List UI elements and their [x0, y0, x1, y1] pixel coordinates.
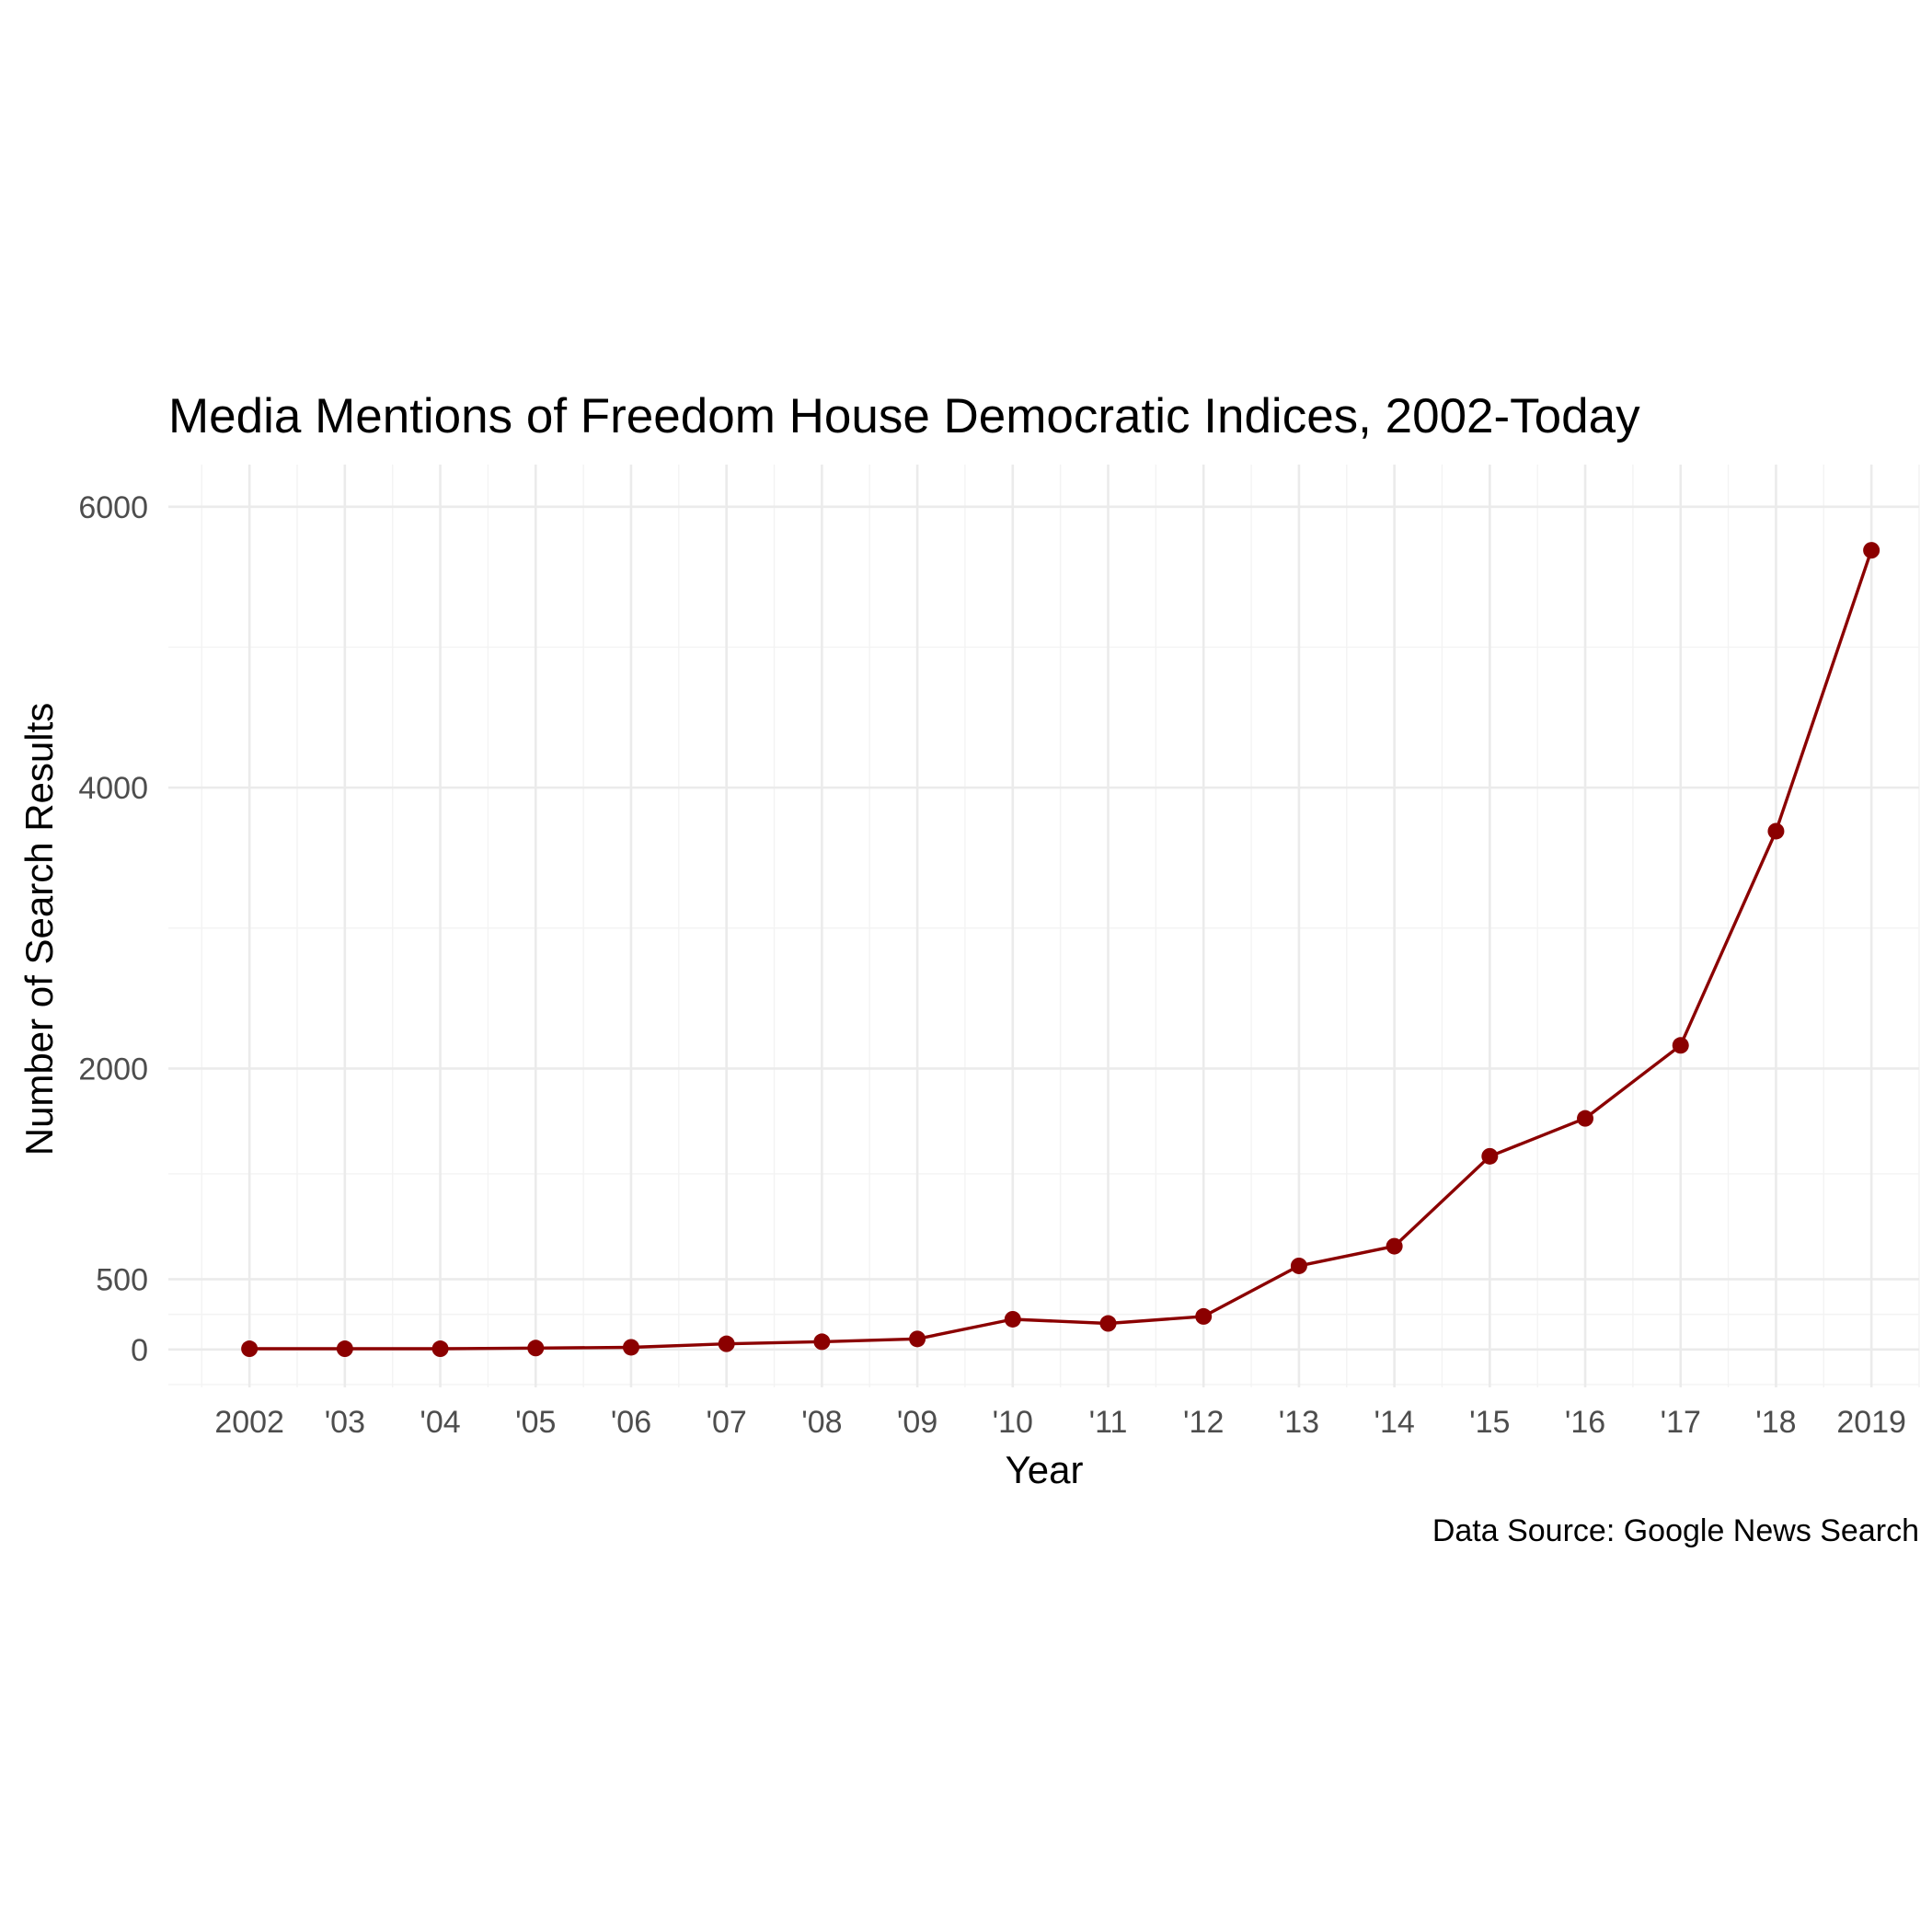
x-tick-label: 2002 [214, 1405, 284, 1440]
x-tick-label: '08 [801, 1405, 842, 1440]
y-tick-label: 0 [131, 1333, 148, 1368]
x-tick-label: '05 [515, 1405, 556, 1440]
data-point [1004, 1310, 1021, 1328]
minor-gridlines [168, 465, 1920, 1387]
data-point [909, 1330, 926, 1348]
x-tick-label: '09 [897, 1405, 937, 1440]
data-point [1672, 1037, 1689, 1054]
data-point [1290, 1257, 1307, 1274]
y-tick-label: 2000 [78, 1052, 148, 1087]
series-points-group [241, 542, 1880, 1358]
x-tick-label: 2019 [1836, 1405, 1906, 1440]
data-point [241, 1340, 259, 1358]
x-tick-label: '03 [325, 1405, 365, 1440]
x-tick-label: '17 [1661, 1405, 1701, 1440]
data-point [1481, 1147, 1499, 1165]
data-point [527, 1340, 545, 1357]
x-tick-label: '15 [1469, 1405, 1510, 1440]
x-tick-label: '14 [1374, 1405, 1414, 1440]
data-point [622, 1339, 639, 1356]
data-point [1099, 1315, 1117, 1332]
x-tick-label: '06 [611, 1405, 651, 1440]
data-point [718, 1335, 735, 1352]
x-tick-label: '12 [1183, 1405, 1224, 1440]
major-gridlines [168, 465, 1919, 1387]
data-source-caption: Data Source: Google News Search [1432, 1513, 1919, 1548]
y-tick-label: 500 [96, 1262, 148, 1297]
x-tick-label: '07 [707, 1405, 747, 1440]
y-tick-label: 6000 [78, 490, 148, 525]
y-axis-title: Number of Search Results [17, 703, 61, 1156]
x-tick-label: '13 [1279, 1405, 1319, 1440]
data-point [336, 1340, 353, 1358]
chart-title: Media Mentions of Freedom House Democrat… [168, 389, 1640, 443]
series-line [249, 549, 1873, 1351]
x-axis-tick-labels: 2002 '03 '04 '05 '06 '07 '08 '09 '10 '11 '12 '13 '14… [214, 1405, 1906, 1440]
data-point [1577, 1110, 1594, 1127]
x-tick-label: '16 [1565, 1405, 1605, 1440]
y-tick-label: 4000 [78, 771, 148, 806]
x-tick-label: '10 [993, 1405, 1033, 1440]
x-tick-label: '18 [1755, 1405, 1796, 1440]
data-point [1386, 1237, 1403, 1255]
y-axis-tick-labels: 0 500 2000 4000 6000 [78, 490, 148, 1368]
x-tick-label: '11 [1089, 1405, 1128, 1440]
data-point [431, 1340, 449, 1358]
x-axis-title: Year [1006, 1448, 1084, 1491]
data-point [813, 1333, 831, 1351]
data-point [1863, 542, 1880, 559]
series-line-group [249, 549, 1873, 1351]
data-point [1767, 822, 1785, 840]
data-point [1195, 1307, 1213, 1325]
x-tick-label: '04 [420, 1405, 460, 1440]
